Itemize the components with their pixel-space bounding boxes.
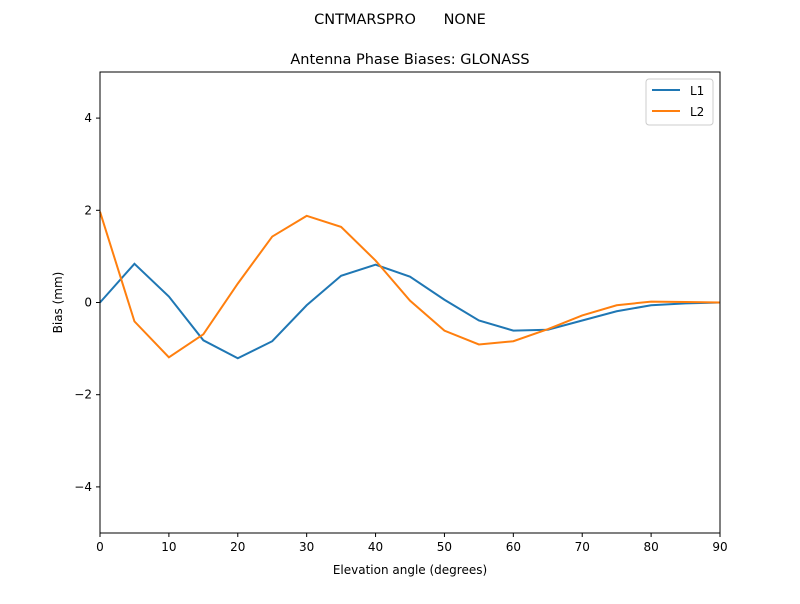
y-tick-label: 2 (84, 203, 92, 217)
y-axis-label: Bias (mm) (51, 272, 65, 334)
series-layer (99, 211, 721, 360)
y-tick-label: 4 (84, 111, 92, 125)
ticks-layer: 0 10 20 30 40 50 60 70 80 90 −4 −2 0 2 4 (74, 111, 727, 554)
x-tick-label: 70 (575, 540, 590, 554)
y-tick-label: −4 (74, 480, 92, 494)
plot-frame (99, 71, 721, 534)
x-tick-label: 0 (96, 540, 104, 554)
x-tick-label: 40 (368, 540, 383, 554)
x-tick-label: 80 (643, 540, 658, 554)
legend-l1-label: L1 (690, 84, 704, 98)
x-tick-label: 60 (506, 540, 521, 554)
chart-title: Antenna Phase Biases: GLONASS (290, 52, 529, 68)
y-tick-label: −2 (74, 388, 92, 402)
series-line-l1 (99, 262, 721, 360)
x-axis-label: Elevation angle (degrees) (333, 563, 487, 577)
y-tick-label: 0 (84, 296, 92, 310)
x-tick-label: 20 (230, 540, 245, 554)
chart-suptitle: CNTMARSPRO NONE (314, 12, 486, 28)
legend: L1 L2 (645, 78, 714, 126)
x-tick-label: 90 (712, 540, 727, 554)
x-tick-label: 50 (437, 540, 452, 554)
x-tick-label: 30 (299, 540, 314, 554)
series-line-l2 (99, 211, 721, 359)
legend-l2-label: L2 (690, 105, 704, 119)
x-tick-label: 10 (161, 540, 176, 554)
